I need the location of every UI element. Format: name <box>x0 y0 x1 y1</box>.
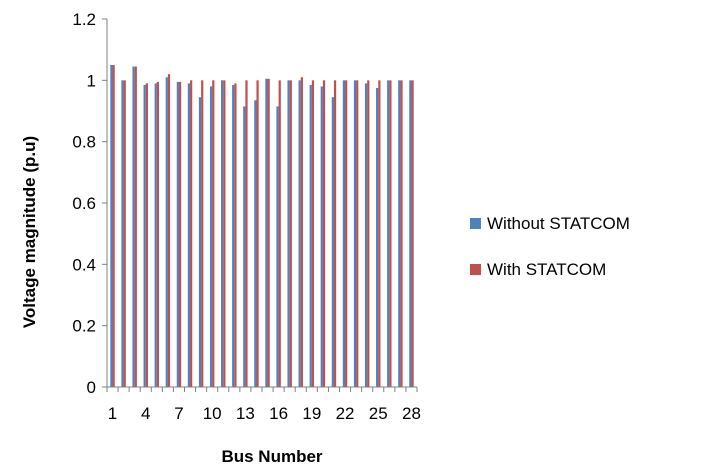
bar-without-statcom-bus-3 <box>132 66 135 387</box>
bar-without-statcom-bus-24 <box>364 83 368 388</box>
y-tick-label: 0.2 <box>72 317 96 336</box>
y-tick-label: 0.8 <box>72 133 96 152</box>
x-tick-label: 1 <box>108 404 117 423</box>
legend-label-with-statcom: With STATCOM <box>487 260 606 279</box>
bar-with-statcom-bus-8 <box>190 80 193 387</box>
bar-with-statcom-bus-27 <box>400 80 403 387</box>
bar-without-statcom-bus-14 <box>254 100 257 388</box>
bar-without-statcom-bus-22 <box>342 80 346 387</box>
bar-with-statcom-bus-22 <box>345 80 348 387</box>
x-tick-label: 10 <box>203 404 222 423</box>
bar-with-statcom-bus-17 <box>289 80 292 387</box>
y-axis-ticks: 0 0.2 0.4 0.6 0.8 1 1.2 <box>72 10 107 397</box>
bar-without-statcom-bus-16 <box>276 106 279 388</box>
x-tick-label: 7 <box>174 404 183 423</box>
bar-with-statcom-bus-9 <box>201 80 204 387</box>
bar-without-statcom-bus-7 <box>176 81 179 388</box>
legend: Without STATCOM With STATCOM <box>470 214 630 279</box>
bar-with-statcom-bus-6 <box>167 74 171 387</box>
bars <box>110 65 414 388</box>
bar-without-statcom-bus-20 <box>320 86 323 387</box>
bar-with-statcom-bus-13 <box>245 80 248 387</box>
x-axis-title: Bus Number <box>221 447 322 466</box>
bar-with-statcom-bus-12 <box>234 83 237 388</box>
bar-without-statcom-bus-12 <box>232 84 235 388</box>
legend-swatch-without-statcom <box>470 218 481 229</box>
bar-without-statcom-bus-18 <box>298 80 301 387</box>
bar-with-statcom-bus-15 <box>267 78 270 388</box>
bar-without-statcom-bus-25 <box>376 88 379 387</box>
bar-with-statcom-bus-11 <box>223 80 226 387</box>
y-tick-label: 0.4 <box>72 255 96 274</box>
bar-with-statcom-bus-18 <box>300 77 303 388</box>
bar-with-statcom-bus-2 <box>123 80 126 387</box>
bar-with-statcom-bus-1 <box>112 65 115 387</box>
legend-label-without-statcom: Without STATCOM <box>487 214 630 233</box>
bar-without-statcom-bus-27 <box>398 80 401 387</box>
bar-with-statcom-bus-24 <box>367 80 370 387</box>
bar-without-statcom-bus-10 <box>209 86 213 387</box>
bar-with-statcom-bus-21 <box>333 80 337 387</box>
bar-with-statcom-bus-23 <box>356 80 359 387</box>
legend-swatch-with-statcom <box>470 264 481 275</box>
y-tick-label: 0 <box>87 378 96 397</box>
y-tick-label: 0.6 <box>72 194 96 213</box>
bar-without-statcom-bus-23 <box>353 80 357 387</box>
bar-with-statcom-bus-7 <box>178 81 182 388</box>
bar-with-statcom-bus-14 <box>256 80 259 387</box>
bar-without-statcom-bus-2 <box>121 80 124 387</box>
bar-with-statcom-bus-10 <box>212 80 215 387</box>
bar-without-statcom-bus-4 <box>143 84 146 388</box>
x-tick-label: 28 <box>402 404 421 423</box>
bar-without-statcom-bus-26 <box>387 80 390 387</box>
y-axis-title: Voltage magnitude (p.u) <box>20 136 39 328</box>
x-tick-label: 22 <box>336 404 355 423</box>
y-tick-label: 1 <box>87 71 96 90</box>
x-axis-ticks: 1 4 7 10 13 16 19 22 25 28 <box>106 387 421 423</box>
bar-with-statcom-bus-3 <box>134 66 137 387</box>
x-tick-label: 16 <box>269 404 288 423</box>
bar-without-statcom-bus-17 <box>287 80 290 387</box>
bar-with-statcom-bus-20 <box>322 80 326 387</box>
x-tick-label: 25 <box>369 404 388 423</box>
bar-with-statcom-bus-28 <box>411 80 414 387</box>
bar-with-statcom-bus-5 <box>156 81 160 388</box>
bar-without-statcom-bus-15 <box>265 78 268 388</box>
bar-without-statcom-bus-13 <box>243 106 246 388</box>
bar-without-statcom-bus-11 <box>221 80 224 387</box>
bar-without-statcom-bus-1 <box>110 65 113 387</box>
bar-without-statcom-bus-9 <box>198 97 202 387</box>
bar-without-statcom-bus-28 <box>409 80 412 387</box>
bar-with-statcom-bus-19 <box>311 80 315 387</box>
bar-without-statcom-bus-19 <box>309 84 312 388</box>
x-tick-label: 4 <box>141 404 150 423</box>
x-tick-label: 19 <box>302 404 321 423</box>
bar-without-statcom-bus-6 <box>165 77 168 388</box>
y-tick-label: 1.2 <box>72 10 96 29</box>
x-tick-label: 13 <box>236 404 255 423</box>
bar-without-statcom-bus-21 <box>331 97 334 387</box>
bar-with-statcom-bus-25 <box>378 80 381 387</box>
bar-with-statcom-bus-26 <box>389 80 392 387</box>
bar-without-statcom-bus-8 <box>187 83 191 388</box>
bar-with-statcom-bus-16 <box>278 80 281 387</box>
bar-with-statcom-bus-4 <box>145 83 148 388</box>
bar-without-statcom-bus-5 <box>154 83 157 388</box>
